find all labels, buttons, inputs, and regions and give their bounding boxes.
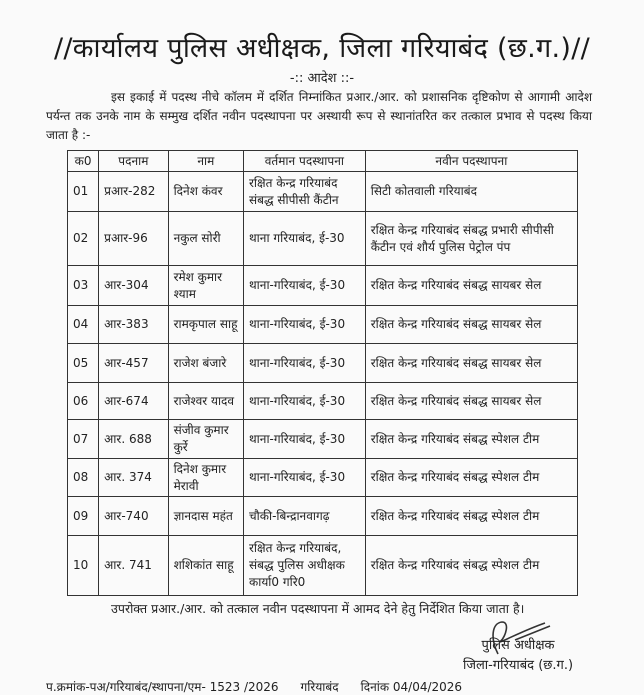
cell-new-posting: रक्षित केन्द्र गरियाबंद संबद्ध सायबर सेल bbox=[364, 343, 579, 383]
cell-new-posting: रक्षित केन्द्र गरियाबंद संबद्ध स्पेशल टी… bbox=[364, 419, 579, 459]
cell-serial: 06 bbox=[66, 382, 100, 420]
cell-current-posting: चौकी-बिन्द्रानवागढ़ bbox=[243, 496, 366, 536]
closing-paragraph: उपरोक्त प्रआर./आर. को तत्काल नवीन पदस्था… bbox=[46, 598, 592, 619]
cell-serial: 01 bbox=[66, 171, 100, 212]
cell-name: रमेश कुमार श्याम bbox=[167, 265, 245, 306]
signatory-district: जिला-गरियाबंद (छ.ग.) bbox=[462, 658, 574, 673]
cell-current-posting: रक्षित केन्द्र गरियाबंद संबद्ध सीपीसी कै… bbox=[243, 171, 366, 212]
cell-new-posting: रक्षित केन्द्र गरियाबंद संबद्ध सायबर सेल bbox=[364, 305, 579, 344]
cell-designation: आर-304 bbox=[98, 265, 169, 306]
table-row: 02 प्रआर-96 नकुल सोरी थाना गरियाबंद, ई-30 रक… bbox=[66, 211, 579, 266]
cell-serial: 09 bbox=[66, 496, 100, 536]
cell-new-posting: रक्षित केन्द्र गरियाबंद संबद्ध प्रभारी स… bbox=[364, 211, 579, 266]
cell-name: शशिकांत साहू bbox=[167, 535, 245, 596]
table-row: 09 आर-740 ज्ञानदास महंत चौकी-बिन्द्रानवागढ़… bbox=[66, 496, 579, 536]
table-row: 03 आर-304 रमेश कुमार श्याम थाना-गरियाबंद, ई… bbox=[66, 265, 579, 306]
office-title: //कार्यालय पुलिस अधीक्षक, जिला गरियाबंद … bbox=[54, 33, 590, 64]
signature-mark bbox=[492, 621, 551, 655]
cell-current-posting: थाना-गरियाबंद, ई-30 bbox=[243, 419, 366, 459]
reference-number: प.क्रमांक-पअ/गरियाबंद/स्थापना/एम- 1523 /… bbox=[46, 680, 279, 694]
cell-designation: आर. 688 bbox=[98, 419, 169, 459]
signature-block: पुलिस अधीक्षक जिला-गरियाबंद (छ.ग.) bbox=[448, 636, 588, 676]
cell-name: ज्ञानदास महंत bbox=[167, 496, 245, 536]
table-row: 06 आर-674 राजेश्वर यादव थाना-गरियाबंद, ई-30… bbox=[66, 382, 579, 420]
table-row: 05 आर-457 राजेश बंजारे थाना-गरियाबंद, ई-30 र… bbox=[66, 343, 579, 383]
cell-designation: आर-674 bbox=[98, 382, 169, 420]
signatory-designation: पुलिस अधीक्षक bbox=[481, 638, 555, 653]
cell-name: नकुल सोरी bbox=[167, 211, 245, 266]
cell-designation: आर-457 bbox=[98, 343, 169, 383]
cell-new-posting: रक्षित केन्द्र गरियाबंद संबद्ध सायबर सेल bbox=[364, 265, 579, 306]
cell-current-posting: थाना-गरियाबंद, ई-30 bbox=[243, 265, 366, 306]
cell-name: राजेश बंजारे bbox=[167, 343, 245, 383]
reference-place: गरियाबंद bbox=[300, 680, 339, 694]
cell-serial: 08 bbox=[66, 458, 100, 497]
cell-serial: 03 bbox=[66, 265, 100, 306]
col-name: नाम bbox=[167, 150, 245, 172]
cell-new-posting: रक्षित केन्द्र गरियाबंद संबद्ध स्पेशल टी… bbox=[364, 535, 579, 596]
intro-text: इस इकाई में पदस्थ नीचे कॉलम में दर्शित न… bbox=[46, 90, 592, 142]
cell-current-posting: थाना-गरियाबंद, ई-30 bbox=[243, 458, 366, 497]
cell-new-posting: रक्षित केन्द्र गरियाबंद संबद्ध स्पेशल टी… bbox=[364, 496, 579, 536]
reference-line: प.क्रमांक-पअ/गरियाबंद/स्थापना/एम- 1523 /… bbox=[46, 678, 606, 695]
col-serial: क0 bbox=[66, 150, 100, 172]
intro-paragraph: इस इकाई में पदस्थ नीचे कॉलम में दर्शित न… bbox=[46, 88, 592, 145]
reference-date: दिनांक 04/04/2026 bbox=[360, 680, 463, 694]
cell-designation: प्रआर-96 bbox=[98, 211, 169, 266]
cell-current-posting: रक्षित केन्द्र गरियाबंद, संबद्ध पुलिस अध… bbox=[243, 535, 366, 596]
cell-serial: 07 bbox=[66, 419, 100, 459]
cell-serial: 05 bbox=[66, 343, 100, 383]
col-current-posting: वर्तमान पदस्थापना bbox=[243, 150, 366, 172]
cell-new-posting: रक्षित केन्द्र गरियाबंद संबद्ध सायबर सेल bbox=[364, 382, 579, 420]
table-header-row: क0 पदनाम नाम वर्तमान पदस्थापना नवीन पदस्… bbox=[66, 150, 579, 172]
table-row: 08 आर. 374 दिनेश कुमार मेरावी थाना-गरियाबंद… bbox=[66, 458, 579, 497]
cell-name: संजीव कुमार कुर्रे bbox=[167, 419, 245, 459]
col-new-posting: नवीन पदस्थापना bbox=[364, 150, 579, 172]
cell-serial: 04 bbox=[66, 305, 100, 344]
cell-current-posting: थाना-गरियाबंद, ई-30 bbox=[243, 343, 366, 383]
cell-current-posting: थाना-गरियाबंद, ई-30 bbox=[243, 382, 366, 420]
table-row: 07 आर. 688 संजीव कुमार कुर्रे थाना-गरियाबंद… bbox=[66, 419, 579, 459]
order-heading: -:: आदेश ::- bbox=[289, 71, 355, 86]
cell-current-posting: थाना गरियाबंद, ई-30 bbox=[243, 211, 366, 266]
cell-designation: आर. 741 bbox=[98, 535, 169, 596]
table-row: 01 प्रआर-282 दिनेश कंवर रक्षित केन्द्र गरिय… bbox=[66, 171, 579, 212]
cell-serial: 02 bbox=[66, 211, 100, 266]
cell-name: दिनेश कुमार मेरावी bbox=[167, 458, 245, 497]
cell-designation: आर. 374 bbox=[98, 458, 169, 497]
col-designation: पदनाम bbox=[98, 150, 169, 172]
cell-new-posting: सिटी कोतवाली गरियाबंद bbox=[364, 171, 579, 212]
transfer-table: क0 पदनाम नाम वर्तमान पदस्थापना नवीन पदस्… bbox=[66, 150, 579, 596]
cell-name: दिनेश कंवर bbox=[167, 171, 245, 212]
table-row: 04 आर-383 रामकृपाल साहू थाना-गरियाबंद, ई-30… bbox=[66, 305, 579, 344]
cell-name: रामकृपाल साहू bbox=[167, 305, 245, 344]
cell-designation: आर-383 bbox=[98, 305, 169, 344]
closing-text: उपरोक्त प्रआर./आर. को तत्काल नवीन पदस्था… bbox=[111, 601, 525, 616]
cell-new-posting: रक्षित केन्द्र गरियाबंद संबद्ध स्पेशल टी… bbox=[364, 458, 579, 497]
cell-current-posting: थाना-गरियाबंद, ई-30 bbox=[243, 305, 366, 344]
cell-designation: आर-740 bbox=[98, 496, 169, 536]
cell-name: राजेश्वर यादव bbox=[167, 382, 245, 420]
cell-designation: प्रआर-282 bbox=[98, 171, 169, 212]
cell-serial: 10 bbox=[66, 535, 100, 596]
table-row: 10 आर. 741 शशिकांत साहू रक्षित केन्द्र गरिय… bbox=[66, 535, 579, 596]
